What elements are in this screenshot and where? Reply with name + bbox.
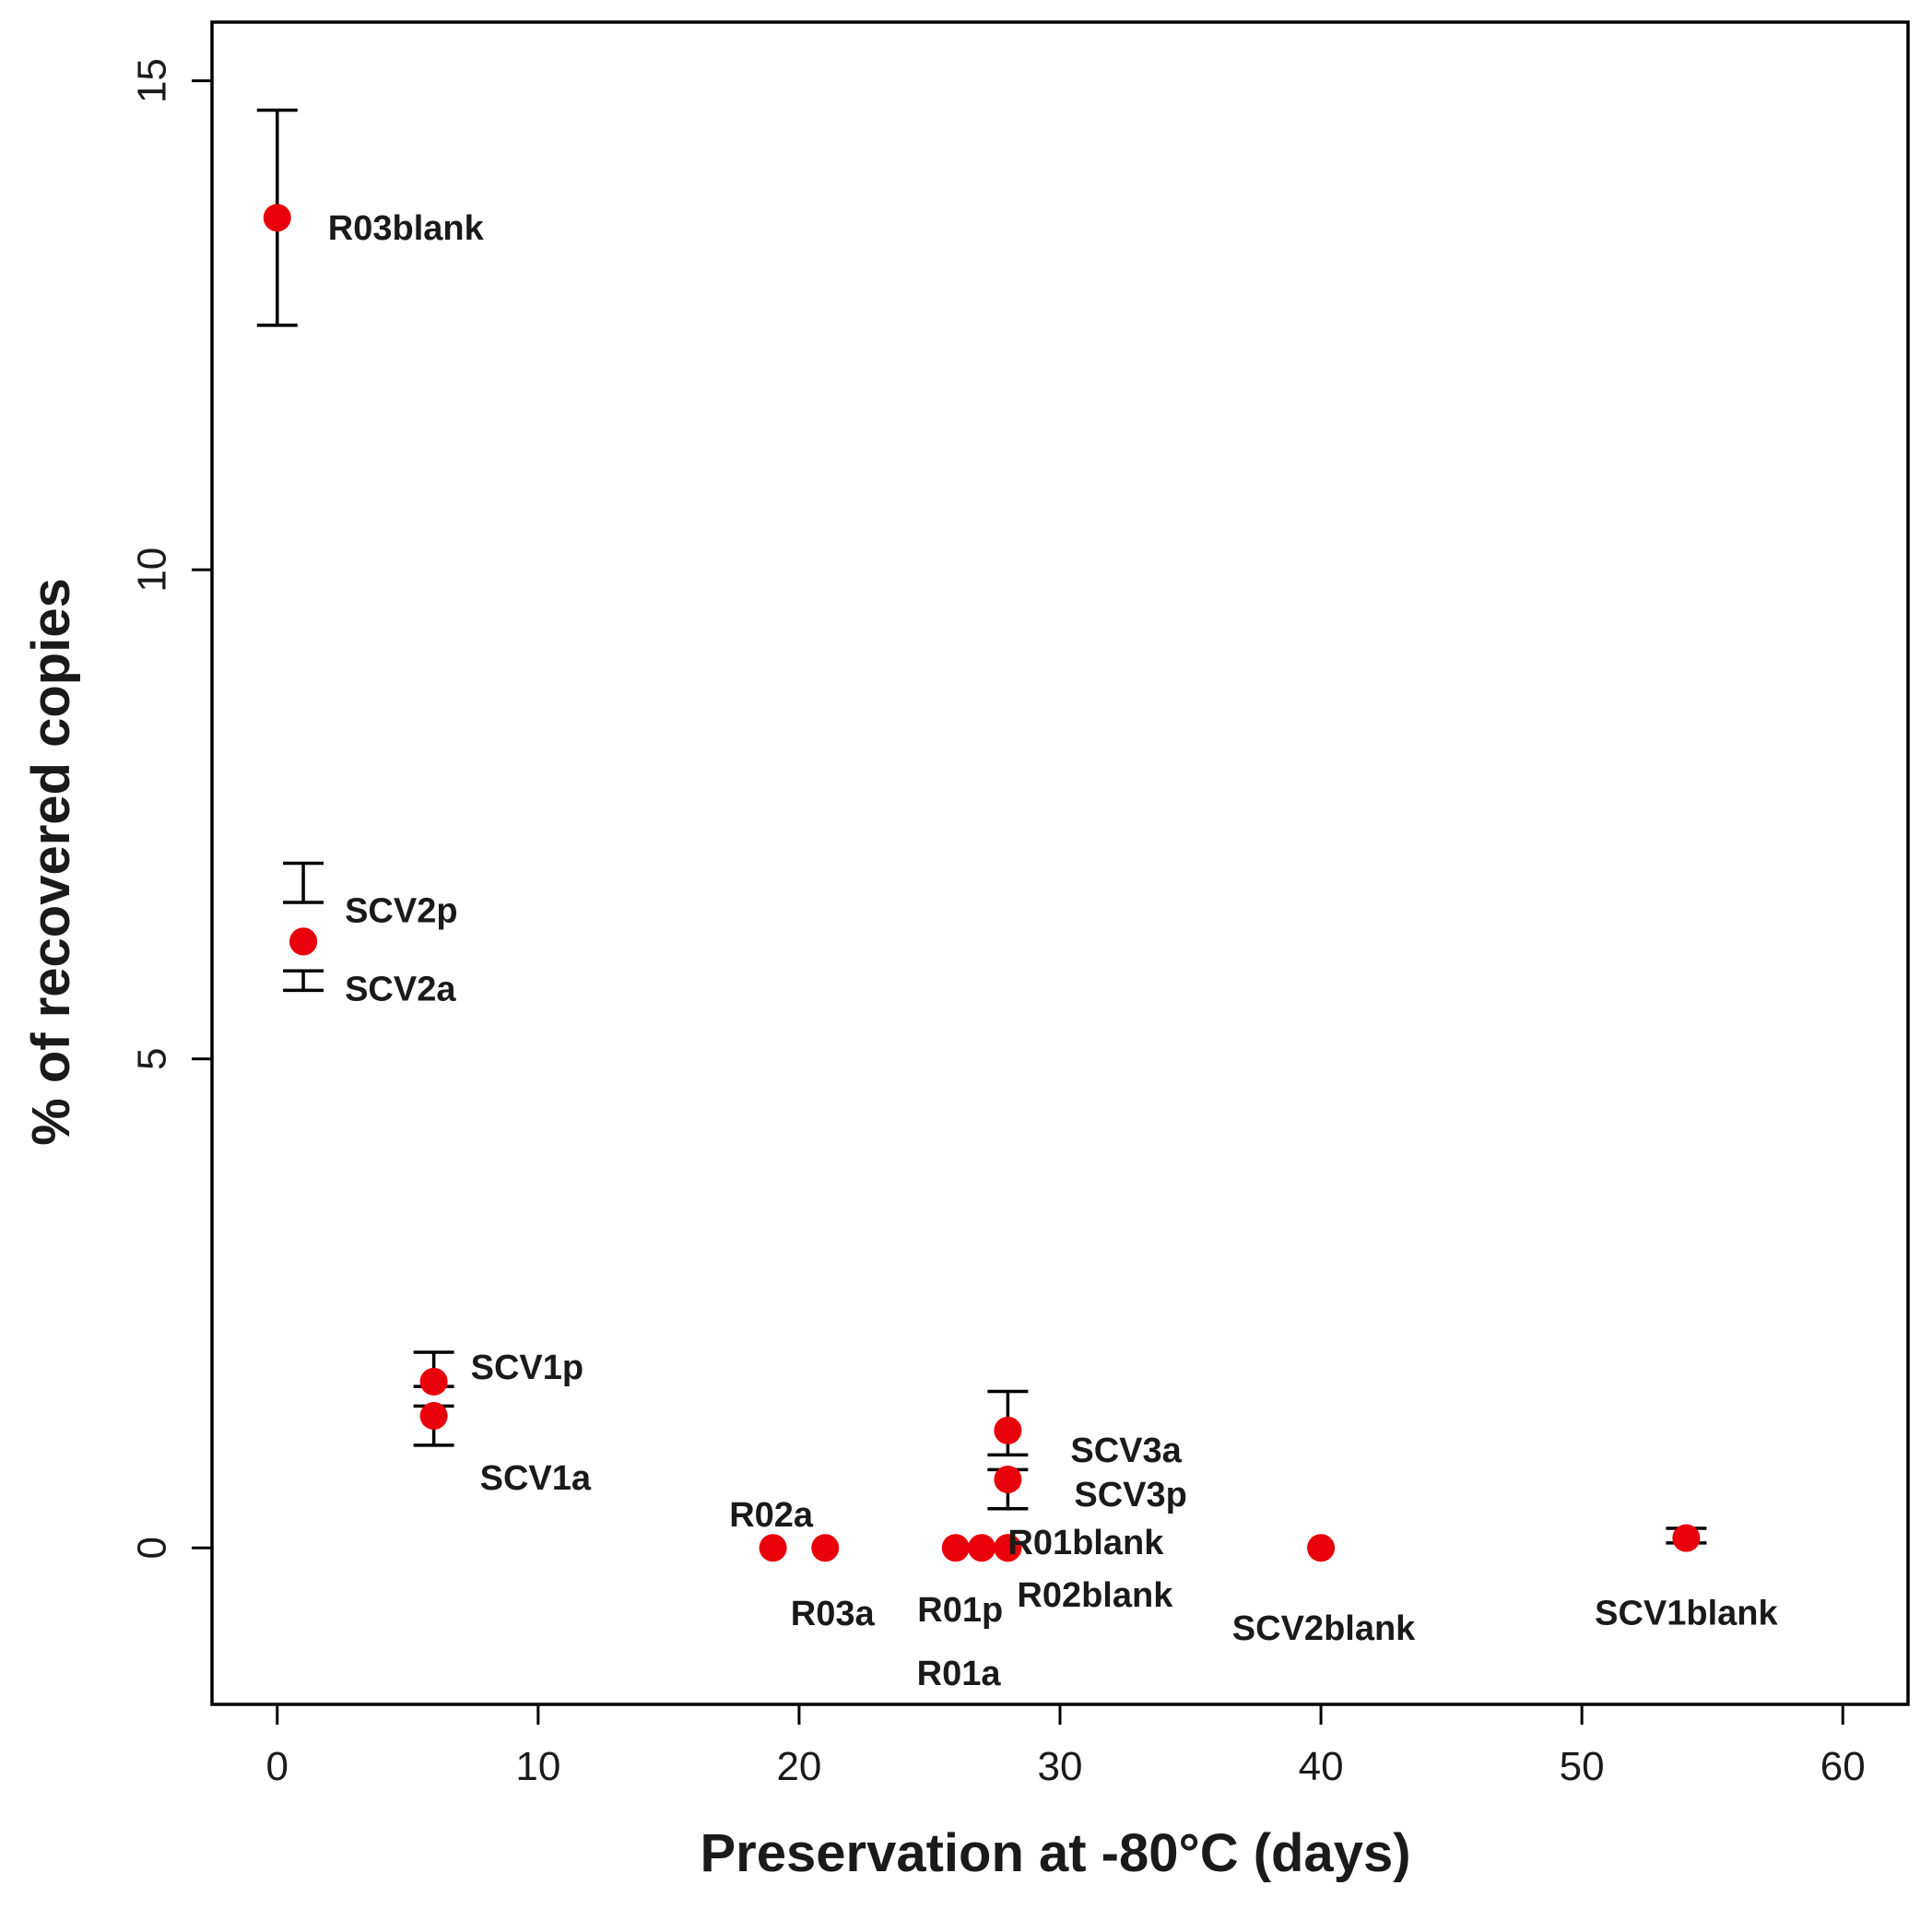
point-label: SCV2blank <box>1232 1609 1416 1648</box>
data-point <box>419 1401 448 1430</box>
point-label: R03blank <box>328 209 485 248</box>
data-point <box>968 1534 996 1562</box>
y-tick-label: 10 <box>130 548 175 593</box>
point-label: SCV1p <box>471 1349 583 1387</box>
data-point <box>994 1416 1022 1444</box>
x-tick-label: 40 <box>1299 1744 1344 1789</box>
data-point <box>1307 1534 1336 1562</box>
data-point <box>419 1367 448 1396</box>
point-label: R01p <box>917 1591 1003 1630</box>
point-label: SCV1blank <box>1595 1595 1778 1633</box>
x-tick-label: 20 <box>776 1744 821 1789</box>
y-tick-label: 15 <box>130 58 175 103</box>
x-tick-label: 50 <box>1560 1744 1605 1789</box>
x-tick-label: 0 <box>266 1744 289 1789</box>
point-label: R02a <box>729 1496 814 1535</box>
data-point <box>759 1534 787 1562</box>
point-labels: R03blank SCV2p SCV2a SCV1p SCV1a R02a R03a R01p… <box>328 209 1779 1693</box>
data-point <box>811 1534 840 1562</box>
error-bars <box>256 108 1707 1545</box>
y-tick-label: 5 <box>130 1047 175 1069</box>
x-tick-label: 10 <box>515 1744 560 1789</box>
point-label: SCV1a <box>480 1459 592 1498</box>
data-point <box>994 1534 1022 1562</box>
y-axis-title: % of recovered copies <box>21 578 81 1146</box>
point-label: R03a <box>791 1595 876 1633</box>
data-point <box>941 1534 970 1562</box>
point-label: SCV2p <box>345 891 457 930</box>
point-label: R02blank <box>1017 1576 1173 1615</box>
data-point <box>263 204 291 232</box>
point-label: R01a <box>917 1655 1002 1693</box>
data-points <box>263 204 1701 1562</box>
point-label: R01blank <box>1007 1524 1164 1562</box>
point-label: SCV2a <box>345 970 456 1008</box>
y-tick-label: 0 <box>130 1537 175 1559</box>
x-axis-title: Preservation at -80°C (days) <box>700 1823 1410 1883</box>
data-point <box>994 1465 1022 1493</box>
point-label: SCV3p <box>1074 1476 1186 1514</box>
data-point <box>289 927 318 956</box>
x-tick-label: 60 <box>1820 1744 1866 1789</box>
data-point <box>1672 1524 1701 1552</box>
y-axis: 0 5 10 15 <box>130 58 212 1559</box>
x-tick-label: 30 <box>1038 1744 1083 1789</box>
plot-frame <box>210 20 1910 1706</box>
point-label: SCV3a <box>1070 1432 1182 1470</box>
x-axis: 0 10 20 30 40 50 60 <box>266 1704 1866 1789</box>
